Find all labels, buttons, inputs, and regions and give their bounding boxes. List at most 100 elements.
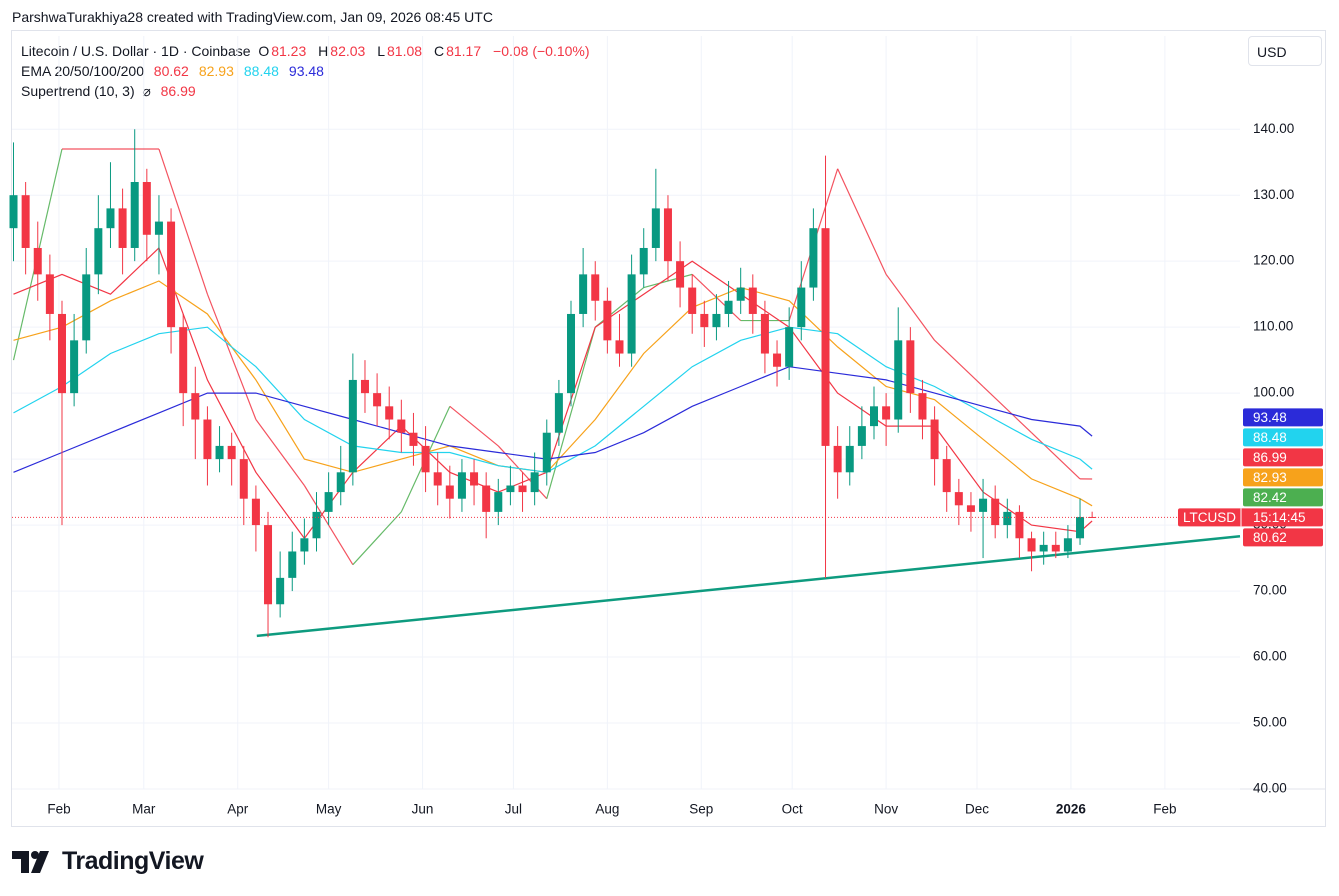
candle-body (9, 195, 18, 229)
candle-body (518, 485, 527, 493)
candle-body (470, 472, 479, 486)
legend: Litecoin / U.S. Dollar · 1D · Coinbase O… (21, 41, 590, 101)
y-tick-label: 120.00 (1253, 253, 1294, 268)
candle-body (591, 274, 600, 301)
ohlc-value: 81.08 (387, 43, 423, 59)
candle-body (676, 261, 685, 288)
change: −0.08 (−0.10%) (493, 43, 590, 59)
ohlc-value: 81.23 (271, 43, 307, 59)
candle-body (179, 327, 188, 394)
candle-body (615, 340, 624, 354)
y-tick-label: 110.00 (1253, 319, 1293, 334)
x-tick-label: Jun (412, 802, 434, 817)
logo: TradingView (12, 847, 204, 876)
y-tick-label: 130.00 (1253, 187, 1294, 202)
candle-body (409, 432, 418, 446)
candle-body (239, 459, 248, 499)
candle-body (300, 538, 309, 552)
supertrend-segment (982, 386, 1032, 434)
candle-body (736, 287, 745, 301)
attribution: ParshwaTurakhiya28 created with TradingV… (12, 9, 493, 25)
candle-body (348, 379, 357, 473)
currency-button[interactable]: USD (1248, 36, 1322, 66)
candle-body (639, 247, 648, 275)
candle-body (1051, 544, 1060, 552)
candle-body (845, 445, 854, 473)
candle-body (906, 340, 915, 394)
candle-body (821, 228, 830, 446)
last-price-symbol: LTCUSD (1183, 510, 1236, 525)
ohlc-value: 81.17 (446, 43, 482, 59)
candle-body (930, 419, 939, 460)
candle-body (1003, 511, 1012, 526)
candle-body (397, 419, 406, 433)
candle-body (627, 274, 636, 354)
price-label: 88.48 (1253, 430, 1287, 445)
supertrend-label: Supertrend (10, 3) (21, 83, 135, 99)
candle-body (33, 247, 42, 275)
candle-body (45, 274, 54, 314)
candle-body (57, 313, 66, 394)
supertrend-segment (206, 293, 257, 420)
y-tick-label: 60.00 (1253, 649, 1287, 664)
ema-line (13, 280, 1093, 507)
supertrend-segment (255, 419, 305, 486)
x-tick-label: Apr (227, 802, 249, 817)
x-tick-label: 2026 (1056, 802, 1087, 817)
supertrend-segment (1031, 432, 1081, 480)
candle-body (494, 492, 503, 512)
ema-label: EMA 20/50/100/200 (21, 63, 144, 79)
ohlc-value: 82.03 (330, 43, 366, 59)
y-tick-label: 140.00 (1253, 121, 1294, 136)
x-tick-label: Sep (689, 802, 713, 817)
trendline (256, 535, 1241, 638)
candle-body (954, 492, 963, 506)
candle-body (373, 393, 382, 407)
candle-body (506, 485, 515, 493)
x-tick-label: Aug (595, 802, 619, 817)
symbol-title: Litecoin / U.S. Dollar · 1D · Coinbase (21, 43, 251, 59)
ema-value: 88.48 (243, 63, 279, 79)
plot (9, 129, 1241, 638)
countdown: 15:14:45 (1253, 510, 1306, 525)
candle-body (360, 379, 369, 394)
legend-row: Litecoin / U.S. Dollar · 1D · Coinbase O… (21, 41, 590, 61)
candle-body (882, 406, 891, 420)
ema-line (13, 326, 1093, 473)
candle-body (991, 498, 1000, 526)
candle-body (227, 445, 236, 460)
candle-body (167, 221, 176, 328)
supertrend-symbol: ⌀ (142, 83, 151, 99)
y-tick-label: 100.00 (1253, 385, 1294, 400)
candle-body (567, 313, 576, 394)
candle-body (554, 393, 563, 433)
supertrend-value: 86.99 (160, 83, 196, 99)
ema-value: 82.93 (198, 63, 234, 79)
ema-value: 80.62 (153, 63, 189, 79)
price-label-box (1243, 408, 1323, 427)
candle-body (336, 472, 345, 493)
price-label-box (1243, 488, 1323, 507)
ohlc-letter: H (318, 43, 329, 59)
candle-body (1063, 538, 1072, 552)
price-label: 80.62 (1253, 530, 1287, 545)
candle-body (966, 505, 975, 512)
candle-body (603, 300, 612, 341)
candle-body (118, 208, 127, 248)
candle-body (979, 498, 988, 512)
candle-body (809, 228, 818, 288)
candle-body (106, 208, 115, 229)
last-price-box (1178, 508, 1323, 527)
candle-body (421, 445, 430, 473)
candle-body (324, 492, 333, 512)
candle-body (1076, 516, 1085, 539)
candle-body (942, 459, 951, 493)
y-tick-label: 70.00 (1253, 583, 1287, 598)
candle-body (894, 340, 903, 420)
supertrend-segment (158, 148, 208, 295)
candle-body (773, 353, 782, 367)
legend-row: Supertrend (10, 3) ⌀ 86.99 (21, 81, 590, 101)
candle-body (276, 577, 285, 605)
candle-body (530, 472, 539, 493)
